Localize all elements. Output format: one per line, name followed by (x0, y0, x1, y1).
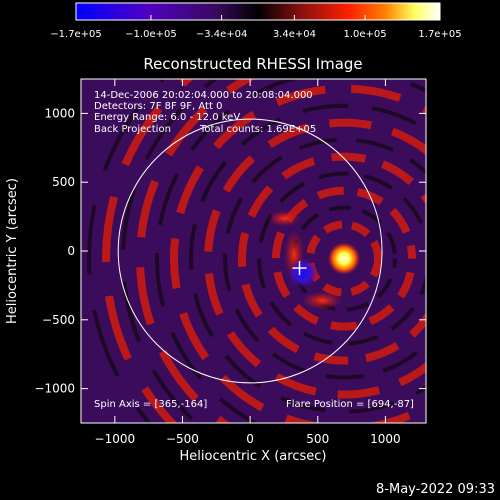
y-axis: 1000 500 0 −500 −1000 (34, 106, 426, 396)
x-tick-label: −500 (166, 432, 199, 446)
spin-axis-label: Spin Axis = [365,-164] (94, 399, 207, 410)
y-tick-label: 0 (67, 244, 75, 258)
annotation-method: Back Projection (94, 124, 171, 135)
fringe-ring (257, 171, 426, 346)
x-axis-label: Heliocentric X (arcsec) (180, 449, 327, 464)
inner-lobe (302, 291, 343, 310)
y-tick-label: 1000 (44, 106, 75, 120)
fringe-ring (155, 79, 426, 423)
colorbar-ticks: −1.7e+05 −1.0e+05 −3.4e+04 3.4e+04 1.0e+05 1.… (50, 15, 462, 40)
x-tick-label: 1000 (370, 432, 401, 446)
fringe-ring (102, 79, 195, 423)
positive-source (328, 242, 361, 275)
annotation-energy-range: Energy Range: 6.0 - 12.0 keV (94, 112, 240, 123)
spin-axis-marker (292, 261, 307, 276)
negative-source (287, 258, 318, 289)
annotation-time-range: 14-Dec-2006 20:02:04.000 to 20:08:04.000 (94, 90, 313, 101)
footer-timestamp: 8-May-2022 09:33 (376, 482, 495, 497)
colorbar-tick-label: −1.0e+05 (125, 29, 177, 40)
x-axis: −1000 −500 0 500 1000 (95, 79, 401, 446)
annotation-block: 14-Dec-2006 20:02:04.000 to 20:08:04.000… (94, 90, 316, 135)
fringe-ring (238, 152, 426, 365)
flare-position-label: Flare Position = [694,-87] (286, 399, 414, 410)
annotation-detectors: Detectors: 7F 8F 9F, Att 0 (94, 101, 222, 112)
fringe-ring (272, 186, 417, 331)
y-tick-label: −1000 (34, 382, 75, 396)
solar-limb (117, 118, 383, 384)
chart-title: Reconstructed RHESSI Image (143, 55, 362, 73)
inner-lobe (268, 210, 301, 227)
fringe-ring (223, 137, 426, 380)
colorbar-tick-label: −3.4e+04 (196, 29, 248, 40)
x-tick-label: 500 (306, 432, 329, 446)
colorbar-tick-label: 1.7e+05 (418, 29, 461, 40)
fringe-ring (170, 84, 426, 423)
y-axis-label: Heliocentric Y (arcsec) (5, 178, 20, 324)
fringe-ring (204, 118, 426, 399)
annotation-total-counts: Total counts: 1.69E+05 (199, 124, 316, 135)
colorbar-tick-label: 1.0e+05 (343, 29, 386, 40)
colorbar (75, 2, 441, 21)
y-tick-label: 500 (52, 175, 75, 189)
fringe-ring (189, 103, 426, 414)
fringe-ring (306, 220, 383, 297)
x-tick-label: −1000 (95, 432, 136, 446)
y-tick-label: −500 (42, 313, 75, 327)
image-area (81, 79, 426, 423)
colorbar-tick-label: 3.4e+04 (273, 29, 316, 40)
colorbar-tick-label: −1.7e+05 (50, 29, 102, 40)
x-tick-label: 0 (246, 432, 254, 446)
fringe-ring (87, 79, 166, 423)
ring-pattern (87, 79, 426, 423)
